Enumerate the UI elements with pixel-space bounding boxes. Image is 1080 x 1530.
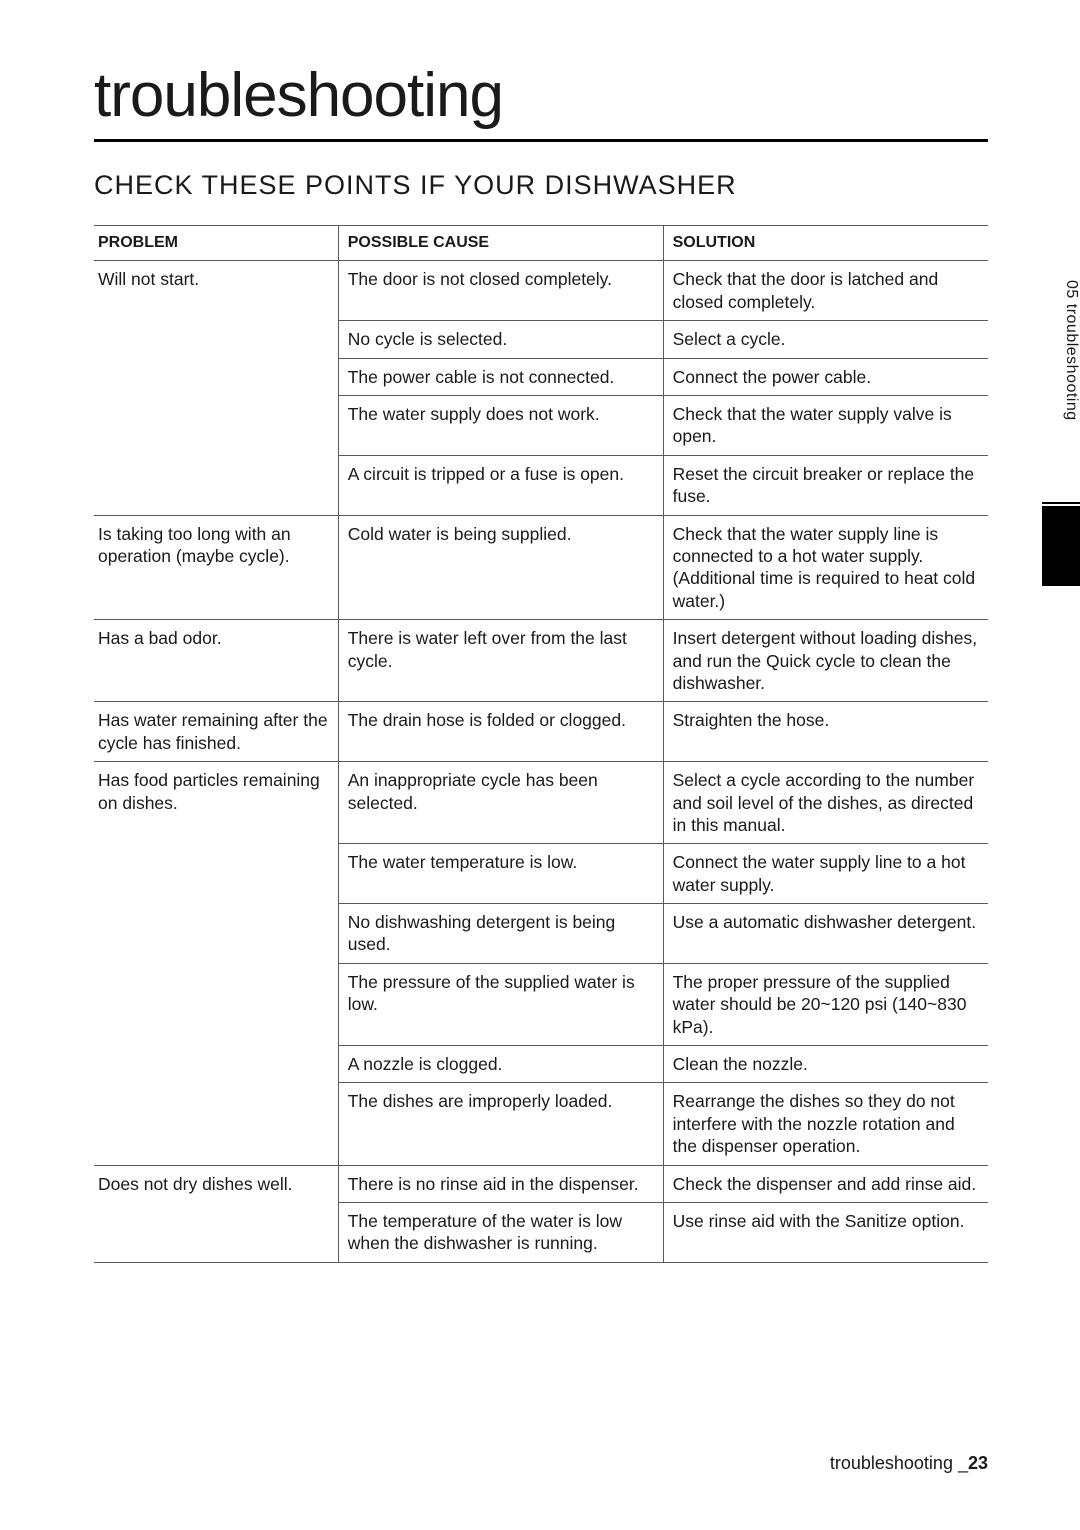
footer-page-number: 23: [968, 1453, 988, 1473]
cell-solution: Insert detergent without loading dishes,…: [663, 620, 988, 702]
cell-solution: Clean the nozzle.: [663, 1046, 988, 1083]
cell-solution: Use a automatic dishwasher detergent.: [663, 904, 988, 964]
side-tab-label: 05 troubleshooting: [1042, 274, 1080, 504]
cell-cause: A circuit is tripped or a fuse is open.: [338, 455, 663, 515]
table-header-row: PROBLEM POSSIBLE CAUSE SOLUTION: [94, 226, 988, 261]
cell-cause: No dishwashing detergent is being used.: [338, 904, 663, 964]
cell-solution: Check that the water supply valve is ope…: [663, 396, 988, 456]
section-subtitle: CHECK THESE POINTS IF YOUR DISHWASHER: [94, 170, 988, 201]
cell-solution: Connect the power cable.: [663, 358, 988, 395]
table-row: Does not dry dishes well.There is no rin…: [94, 1165, 988, 1202]
table-row: Has food particles remaining on dishes.A…: [94, 762, 988, 844]
cell-solution: Connect the water supply line to a hot w…: [663, 844, 988, 904]
side-tab: 05 troubleshooting: [1042, 274, 1080, 634]
cell-problem: Has water remaining after the cycle has …: [94, 702, 338, 762]
col-header-solution: SOLUTION: [663, 226, 988, 261]
cell-cause: The water supply does not work.: [338, 396, 663, 456]
cell-problem: Is taking too long with an operation (ma…: [94, 515, 338, 620]
cell-solution: Use rinse aid with the Sanitize option.: [663, 1202, 988, 1262]
page-footer: troubleshooting _23: [830, 1453, 988, 1474]
troubleshooting-table: PROBLEM POSSIBLE CAUSE SOLUTION Will not…: [94, 225, 988, 1263]
side-tab-marker: [1042, 506, 1080, 586]
table-row: Is taking too long with an operation (ma…: [94, 515, 988, 620]
cell-cause: The door is not closed completely.: [338, 261, 663, 321]
page-title: troubleshooting: [94, 60, 988, 142]
cell-problem: Has food particles remaining on dishes.: [94, 762, 338, 1165]
cell-cause: The pressure of the supplied water is lo…: [338, 963, 663, 1045]
cell-solution: Reset the circuit breaker or replace the…: [663, 455, 988, 515]
cell-cause: The water temperature is low.: [338, 844, 663, 904]
table-row: Has water remaining after the cycle has …: [94, 702, 988, 762]
cell-solution: Straighten the hose.: [663, 702, 988, 762]
cell-cause: There is no rinse aid in the dispenser.: [338, 1165, 663, 1202]
cell-solution: Check that the water supply line is conn…: [663, 515, 988, 620]
col-header-cause: POSSIBLE CAUSE: [338, 226, 663, 261]
table-row: Has a bad odor.There is water left over …: [94, 620, 988, 702]
footer-label: troubleshooting _: [830, 1453, 968, 1473]
col-header-problem: PROBLEM: [94, 226, 338, 261]
cell-cause: The temperature of the water is low when…: [338, 1202, 663, 1262]
cell-problem: Will not start.: [94, 261, 338, 515]
cell-cause: The drain hose is folded or clogged.: [338, 702, 663, 762]
cell-cause: A nozzle is clogged.: [338, 1046, 663, 1083]
cell-cause: Cold water is being supplied.: [338, 515, 663, 620]
cell-solution: The proper pressure of the supplied wate…: [663, 963, 988, 1045]
table-row: Will not start.The door is not closed co…: [94, 261, 988, 321]
cell-solution: Rearrange the dishes so they do not inte…: [663, 1083, 988, 1165]
cell-solution: Select a cycle.: [663, 321, 988, 358]
cell-cause: An inappropriate cycle has been selected…: [338, 762, 663, 844]
cell-cause: The dishes are improperly loaded.: [338, 1083, 663, 1165]
cell-solution: Check that the door is latched and close…: [663, 261, 988, 321]
cell-problem: Has a bad odor.: [94, 620, 338, 702]
cell-problem: Does not dry dishes well.: [94, 1165, 338, 1262]
cell-solution: Select a cycle according to the number a…: [663, 762, 988, 844]
cell-solution: Check the dispenser and add rinse aid.: [663, 1165, 988, 1202]
cell-cause: No cycle is selected.: [338, 321, 663, 358]
cell-cause: The power cable is not connected.: [338, 358, 663, 395]
cell-cause: There is water left over from the last c…: [338, 620, 663, 702]
